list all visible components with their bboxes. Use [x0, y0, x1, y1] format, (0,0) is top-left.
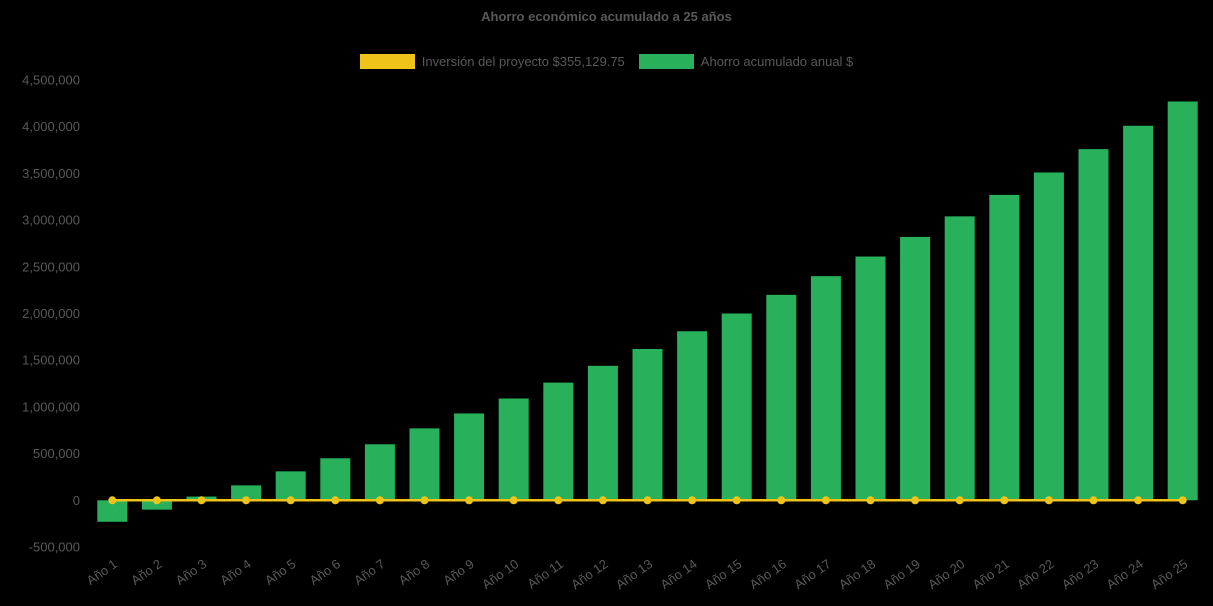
y-axis-tick-label: 2,500,000 [22, 259, 80, 274]
x-axis-label: Año 20 [925, 556, 967, 592]
bar-año-25 [1167, 101, 1198, 501]
x-axis-label: Año 11 [524, 556, 566, 591]
investment-line-marker [866, 496, 875, 505]
bar-año-18 [855, 256, 886, 501]
y-axis-tick-label: 4,500,000 [22, 73, 80, 88]
bar-año-6 [320, 458, 351, 501]
investment-line-marker [375, 496, 384, 505]
x-axis-label: Año 17 [791, 556, 833, 592]
bar-año-16 [766, 294, 797, 501]
investment-line-marker [286, 496, 295, 505]
bar-año-11 [543, 382, 574, 501]
x-axis-label: Año 4 [217, 556, 253, 588]
x-axis-label: Año 12 [568, 556, 610, 592]
bar-año-22 [1033, 172, 1064, 501]
bar-año-24 [1123, 125, 1154, 501]
investment-line-marker [643, 496, 652, 505]
bar-año-23 [1078, 149, 1109, 501]
bar-año-21 [989, 194, 1020, 501]
investment-line-marker [152, 496, 161, 505]
x-axis-label: Año 10 [479, 556, 521, 592]
bar-año-12 [587, 365, 618, 501]
y-axis-tick-label: 3,000,000 [22, 213, 80, 228]
investment-line-marker [509, 496, 518, 505]
investment-line-marker [1178, 496, 1187, 505]
bar-año-8 [409, 428, 440, 501]
x-axis-label: Año 7 [351, 556, 387, 588]
bar-año-17 [810, 276, 841, 501]
x-axis-label: Año 23 [1059, 556, 1101, 592]
investment-line-marker [598, 496, 607, 505]
x-axis-label: Año 3 [173, 556, 209, 588]
investment-line-marker [554, 496, 563, 505]
x-axis-label: Año 2 [128, 556, 164, 588]
x-axis-label: Año 24 [1103, 556, 1145, 592]
x-axis-label: Año 1 [84, 556, 120, 588]
investment-line-marker [955, 496, 964, 505]
investment-line-marker [732, 496, 741, 505]
legend-swatch-savings [638, 54, 694, 69]
investment-line-marker [688, 496, 697, 505]
investment-line-marker [465, 496, 474, 505]
x-axis-label: Año 19 [880, 556, 922, 592]
x-axis-label: Año 21 [970, 556, 1012, 592]
legend-item-savings: Ahorro acumulado anual $ [638, 54, 854, 69]
x-axis-label: Año 22 [1014, 556, 1056, 592]
bar-año-9 [454, 413, 485, 501]
bar-año-20 [944, 216, 975, 501]
legend: Inversión del proyecto $355,129.75 Ahorr… [0, 54, 1213, 69]
bar-año-1 [97, 500, 128, 522]
legend-label-savings: Ahorro acumulado anual $ [700, 54, 854, 69]
investment-line-marker [331, 496, 340, 505]
x-axis-label: Año 9 [440, 556, 476, 588]
y-axis-tick-label: 4,000,000 [22, 119, 80, 134]
bar-año-13 [632, 348, 663, 501]
x-axis-label: Año 16 [747, 556, 789, 592]
x-axis-label: Año 18 [836, 556, 878, 592]
x-axis-label: Año 14 [657, 556, 699, 592]
investment-line-marker [242, 496, 251, 505]
x-axis-label: Año 6 [307, 556, 343, 588]
x-axis-label: Año 15 [702, 556, 744, 592]
legend-item-investment: Inversión del proyecto $355,129.75 [359, 54, 625, 69]
bar-año-14 [677, 331, 708, 501]
bar-año-4 [231, 485, 262, 501]
bar-año-2 [141, 500, 172, 510]
y-axis-tick-label: 1,000,000 [22, 399, 80, 414]
investment-line-marker [911, 496, 920, 505]
x-axis-label: Año 25 [1148, 556, 1190, 592]
y-axis-tick-label: 3,500,000 [22, 166, 80, 181]
bar-año-7 [364, 444, 395, 501]
investment-line-marker [777, 496, 786, 505]
bar-año-5 [275, 471, 306, 501]
y-axis-tick-label: 500,000 [33, 446, 80, 461]
bar-año-10 [498, 398, 529, 501]
y-axis-tick-label: 0 [73, 493, 80, 508]
chart-title: Ahorro económico acumulado a 25 años [481, 9, 732, 24]
investment-line-marker [1134, 496, 1143, 505]
x-axis-label: Año 5 [262, 556, 298, 588]
investment-line-marker [1044, 496, 1053, 505]
investment-line-marker [420, 496, 429, 505]
legend-label-investment: Inversión del proyecto $355,129.75 [421, 54, 625, 69]
bar-año-15 [721, 313, 752, 501]
x-axis-label: Año 8 [396, 556, 432, 588]
y-axis-tick-label: 1,500,000 [22, 353, 80, 368]
y-axis-tick-label: 2,000,000 [22, 306, 80, 321]
bar-año-19 [900, 236, 931, 501]
investment-line-marker [1089, 496, 1098, 505]
investment-line-marker [821, 496, 830, 505]
investment-line-marker [197, 496, 206, 505]
investment-line-marker [108, 496, 117, 505]
legend-swatch-investment [359, 54, 415, 69]
x-axis-label: Año 13 [613, 556, 655, 592]
investment-line-marker [1000, 496, 1009, 505]
y-axis-tick-label: -500,000 [29, 540, 80, 555]
